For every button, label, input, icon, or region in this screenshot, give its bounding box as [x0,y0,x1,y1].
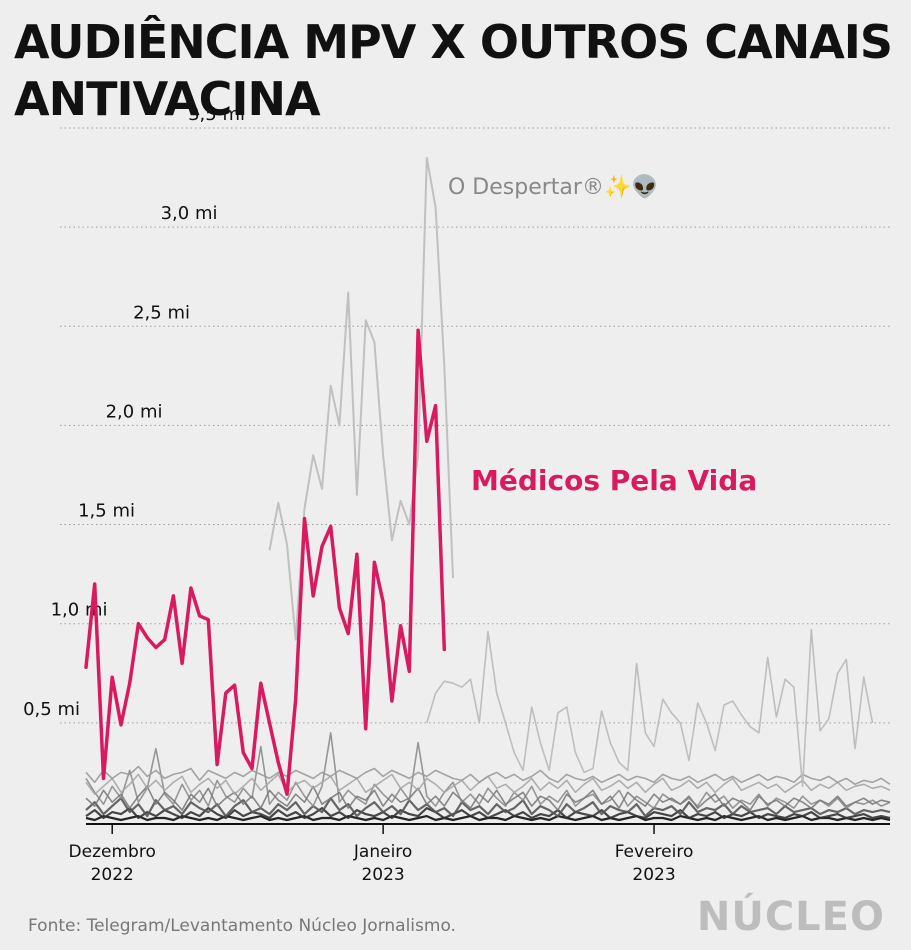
x-tick-month: Dezembro [69,842,156,862]
x-tick-month: Janeiro [353,842,412,862]
medicos-pela-vida-label: Médicos Pela Vida [471,464,757,497]
x-tick-year: 2023 [361,865,404,885]
y-tick-label: 3,0 mi [161,203,218,224]
other-channel-line [85,807,891,820]
x-axis: Dezembro 2022 Janeiro 2023 Fevereiro 2023 [69,823,890,885]
other-channel-line [85,765,891,786]
y-tick-label: 0,5 mi [23,699,80,720]
x-tick-month: Fevereiro [615,842,694,862]
chart-title: AUDIÊNCIA MPV X OUTROS CANAIS ANTIVACINA [14,15,893,126]
other-channel-line [426,628,874,788]
other-channel-line [85,797,891,818]
medicos-pela-vida-line [84,328,447,796]
gridlines: 0,5 mi 1,0 mi 1,5 mi 2,0 mi 2,5 mi 3,0 mi 3,5 … [23,104,890,724]
series-labels: O Despertar®✨👽 Médicos Pela Vida [448,173,757,497]
o-despertar-line [268,156,454,641]
x-tick-year: 2023 [632,865,675,885]
y-tick-label: 1,5 mi [78,501,135,522]
y-tick-label: 2,5 mi [133,302,190,323]
other-channel-line [85,732,891,809]
other-channels-lines [85,156,891,822]
o-despertar-label: O Despertar®✨👽 [448,173,659,200]
x-tick-year: 2022 [91,865,134,885]
y-tick-label: 3,5 mi [188,104,245,125]
source-note: Fonte: Telegram/Levantamento Núcleo Jorn… [28,916,456,936]
other-channel-line [85,785,891,811]
y-tick-label: 2,0 mi [106,401,163,422]
highlight-lines [84,328,447,796]
y-tick-label: 1,0 mi [51,600,108,621]
nucleo-logo: NÚCLEO [696,894,885,940]
